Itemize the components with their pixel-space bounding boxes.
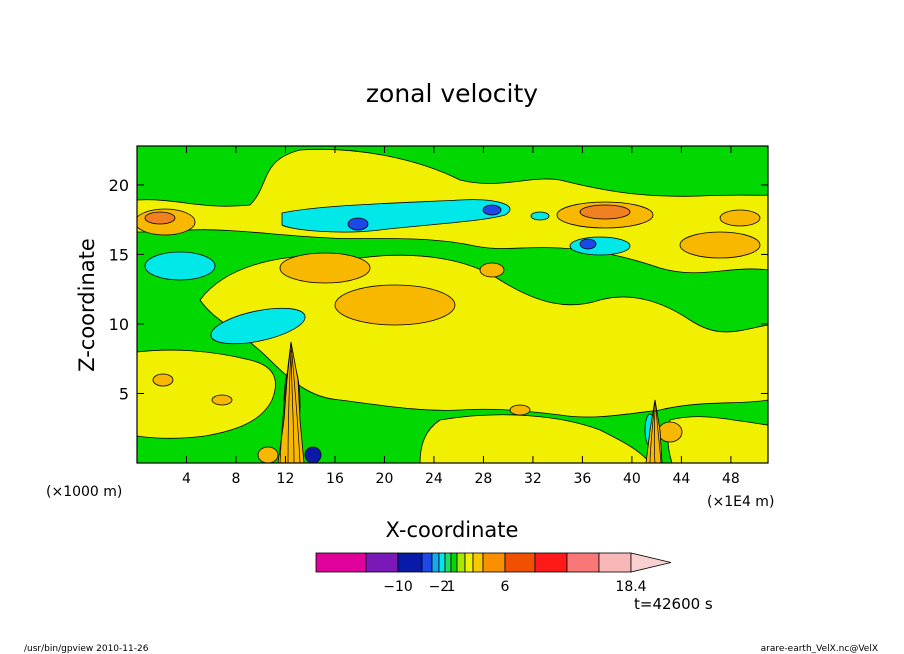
colorbar-tick-label: 6 (501, 579, 510, 595)
strong-negative-cell (579, 238, 597, 250)
x-tick-label: 36 (573, 471, 591, 487)
colorbar-segment (534, 552, 568, 573)
x-tick-label: 24 (425, 471, 443, 487)
colorbar-tick-label: −2 (429, 579, 450, 595)
contour-band-lower-right-yellow (419, 414, 651, 463)
footer-right: arare-earth_VelX.nc@VelX (761, 644, 878, 654)
x-tick-label: 48 (722, 471, 740, 487)
colorbar-segment (315, 552, 367, 573)
positive-cell (211, 394, 233, 406)
colorbar-segment (431, 552, 440, 573)
x-axis: 4 8 12 16 20 24 28 32 36 40 44 48 (182, 146, 740, 487)
colorbar-tick-label: 1 (447, 579, 456, 595)
positive-cell (509, 404, 531, 416)
contour-band-right-yellow (667, 416, 768, 463)
plot-frame (136, 145, 769, 464)
colorbar-tick-label: −10 (383, 579, 413, 595)
colorbar-segment (504, 552, 536, 573)
negative-cell (569, 236, 631, 256)
colorbar-segment (365, 552, 399, 573)
positive-cell (479, 262, 505, 278)
strong-positive-cell (144, 211, 176, 225)
y-tick-label: 10 (109, 315, 129, 334)
strong-negative-cell (347, 217, 369, 231)
chart-title: zonal velocity (366, 79, 538, 108)
y-unit-label: (×1000 m) (46, 484, 122, 500)
colorbar-segment (421, 552, 433, 573)
positive-cell (279, 252, 371, 284)
negative-cell (144, 251, 216, 281)
x-tick-label: 16 (326, 471, 344, 487)
negative-cell (210, 307, 306, 345)
plume-left (277, 341, 305, 463)
colorbar (315, 552, 672, 573)
x-unit-label: (×1E4 m) (707, 494, 774, 510)
contour-band-lower-yellow (137, 349, 276, 439)
positive-cell (719, 209, 761, 227)
colorbar-segment (598, 552, 632, 573)
x-tick-label: 44 (672, 471, 690, 487)
colorbar-max-arrow (630, 552, 672, 573)
colorbar-segment (456, 552, 466, 573)
x-tick-label: 32 (524, 471, 542, 487)
colorbar-segment (444, 552, 452, 573)
colorbar-segment (566, 552, 600, 573)
colorbar-segment (397, 552, 423, 573)
positive-cell (334, 284, 456, 326)
colorbar-segment (450, 552, 458, 573)
x-tick-label: 20 (376, 471, 394, 487)
x-tick-label: 12 (277, 471, 295, 487)
plume-contours (279, 341, 662, 463)
y-axis-title: Z-coordinate (75, 238, 99, 372)
x-tick-label: 40 (623, 471, 641, 487)
strong-positive-cell (579, 204, 631, 220)
plume-right (645, 399, 663, 463)
colorbar-segment (472, 552, 484, 573)
colorbar-tick-label: 18.4 (615, 579, 646, 595)
positive-cell (257, 446, 279, 463)
positive-cell (657, 421, 683, 443)
y-axis: 5 10 15 20 (109, 176, 768, 403)
stronger-negative-cell (304, 446, 322, 463)
colorbar-labels: −10 −21 6 18.4 (383, 579, 646, 595)
y-tick-label: 20 (109, 176, 129, 195)
negative-cell (530, 211, 550, 221)
x-axis-title: X-coordinate (386, 518, 519, 542)
colorbar-segment (482, 552, 506, 573)
footer-left: /usr/bin/gpview 2010-11-26 (24, 644, 149, 654)
y-tick-label: 15 (109, 245, 129, 264)
x-tick-label: 4 (182, 471, 191, 487)
negative-cell (281, 199, 511, 233)
y-tick-label: 5 (119, 384, 129, 403)
time-label: t=42600 s (634, 595, 713, 613)
contour-field (137, 146, 768, 463)
colorbar-segment (464, 552, 474, 573)
x-tick-label: 28 (475, 471, 493, 487)
positive-cell (679, 231, 761, 259)
colorbar-segment (438, 552, 446, 573)
x-tick-label: 8 (232, 471, 241, 487)
positive-cell (152, 373, 174, 387)
strong-negative-cell (482, 204, 502, 216)
